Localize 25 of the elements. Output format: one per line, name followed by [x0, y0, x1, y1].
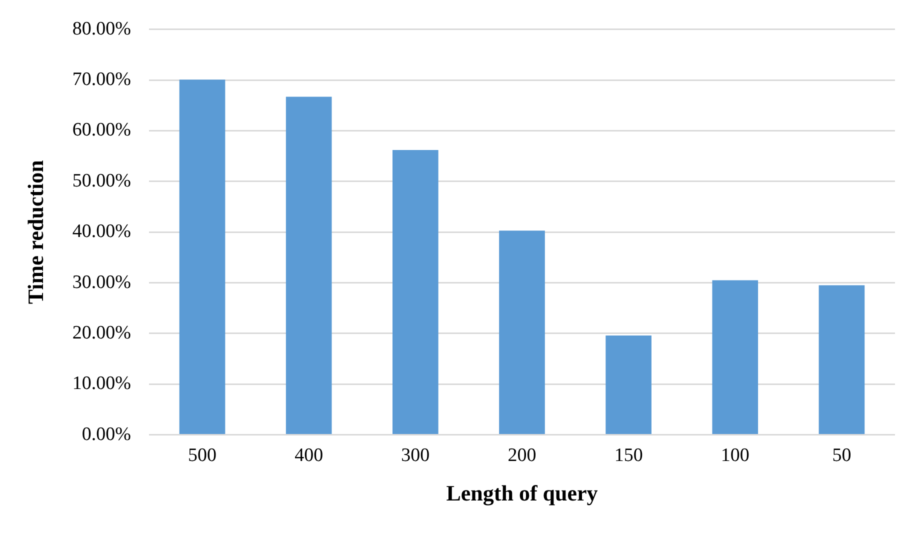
y-tick-label: 30.00%: [72, 272, 132, 293]
bar: [179, 80, 226, 434]
y-tick-label: 0.00%: [82, 424, 132, 445]
x-tick-label: 150: [614, 445, 643, 466]
x-tick-label: 100: [720, 445, 750, 466]
bar: [392, 150, 438, 434]
y-tick-label: 80.00%: [72, 18, 132, 40]
y-axis-title: Time reduction: [22, 160, 48, 304]
y-tick-label: 60.00%: [72, 120, 132, 141]
bar: [606, 335, 652, 434]
bar: [818, 285, 865, 434]
bar: [499, 230, 545, 434]
x-tick-label: 300: [401, 445, 430, 466]
x-tick-label: 400: [294, 445, 324, 466]
bar: [286, 96, 332, 434]
bar: [712, 280, 758, 434]
y-tick-label: 50.00%: [72, 170, 132, 192]
y-tick-label: 10.00%: [72, 373, 132, 394]
x-tick-label: 200: [508, 445, 536, 466]
y-tick-label: 20.00%: [72, 322, 132, 344]
y-tick-label: 70.00%: [72, 69, 132, 90]
y-tick-label: 40.00%: [72, 221, 132, 242]
x-axis-title: Length of query: [446, 480, 598, 506]
x-tick-label: 500: [188, 445, 217, 466]
x-tick-label: 50: [832, 445, 852, 466]
